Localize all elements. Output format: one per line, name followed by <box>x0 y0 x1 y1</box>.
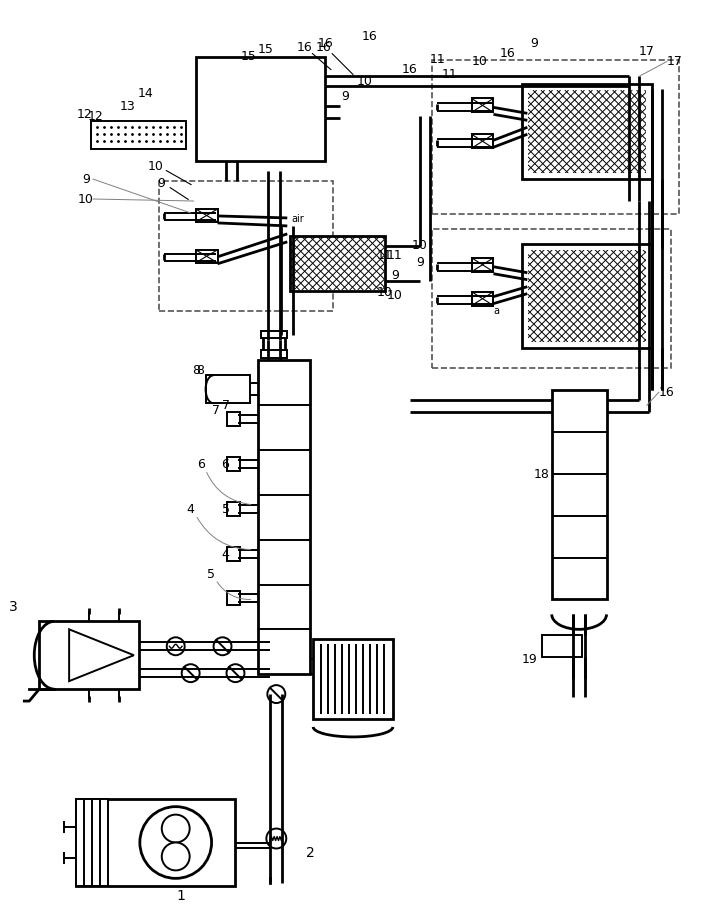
Bar <box>159 181 333 310</box>
Bar <box>227 546 240 561</box>
Circle shape <box>140 807 212 879</box>
Circle shape <box>167 637 184 655</box>
Text: 3: 3 <box>9 600 18 614</box>
Text: 9: 9 <box>391 269 399 282</box>
Circle shape <box>267 829 286 848</box>
Bar <box>206 375 250 403</box>
Bar <box>432 60 679 214</box>
Circle shape <box>182 665 199 682</box>
Text: 9: 9 <box>341 90 349 103</box>
Text: 2: 2 <box>306 846 315 860</box>
Circle shape <box>267 685 285 703</box>
Bar <box>227 412 240 426</box>
Circle shape <box>227 665 245 682</box>
Text: 8: 8 <box>192 364 199 377</box>
Text: 16: 16 <box>362 30 378 43</box>
Bar <box>542 635 582 657</box>
Bar <box>76 799 108 887</box>
Bar <box>91 121 186 150</box>
Bar <box>472 258 493 272</box>
Text: 9: 9 <box>82 173 90 185</box>
Bar <box>472 98 493 112</box>
Text: air: air <box>292 214 305 224</box>
Text: 19: 19 <box>521 653 537 666</box>
Bar <box>523 84 652 179</box>
Bar <box>196 250 217 263</box>
Text: 5: 5 <box>207 568 214 581</box>
Text: 16: 16 <box>500 47 516 60</box>
Bar <box>472 134 493 148</box>
Bar <box>262 351 287 358</box>
Bar <box>262 330 287 339</box>
Bar <box>227 502 240 516</box>
Text: 10: 10 <box>357 75 373 88</box>
Text: 5: 5 <box>222 503 230 516</box>
Bar <box>263 335 285 353</box>
Text: 9: 9 <box>157 176 164 190</box>
Bar <box>528 89 647 174</box>
Text: 16: 16 <box>317 37 333 50</box>
Bar <box>523 244 652 349</box>
Text: a: a <box>493 306 500 316</box>
Text: 16: 16 <box>315 41 331 54</box>
Text: 12: 12 <box>77 107 92 121</box>
Bar <box>258 361 310 674</box>
Text: 16: 16 <box>659 386 675 398</box>
Bar <box>472 292 493 306</box>
Text: 1: 1 <box>177 890 185 903</box>
Bar <box>552 390 607 599</box>
Text: 10: 10 <box>377 286 393 299</box>
Bar <box>76 799 235 887</box>
Text: 6: 6 <box>197 458 204 472</box>
Text: 11: 11 <box>442 68 458 81</box>
Text: 12: 12 <box>88 110 104 123</box>
Text: 11: 11 <box>430 53 445 66</box>
Text: 8: 8 <box>197 364 204 377</box>
Bar <box>432 229 671 368</box>
Text: 7: 7 <box>212 404 220 417</box>
Text: 16: 16 <box>296 41 312 54</box>
Text: 6: 6 <box>222 458 230 472</box>
Bar <box>528 249 647 343</box>
Text: 11: 11 <box>377 250 393 263</box>
Text: 10: 10 <box>78 193 94 206</box>
Text: 18: 18 <box>533 468 549 481</box>
Text: 7: 7 <box>222 398 230 411</box>
Bar <box>313 639 393 719</box>
Text: 10: 10 <box>472 55 488 68</box>
Text: 4: 4 <box>187 503 194 516</box>
Circle shape <box>214 637 232 655</box>
Text: 14: 14 <box>138 87 154 100</box>
Text: 17: 17 <box>667 55 683 68</box>
Text: 17: 17 <box>639 45 655 58</box>
Text: 4: 4 <box>222 548 230 561</box>
Text: 15: 15 <box>257 43 273 56</box>
Text: 13: 13 <box>120 100 136 113</box>
Bar <box>39 621 139 689</box>
Bar <box>196 209 217 222</box>
Text: 10: 10 <box>387 289 403 302</box>
Text: 9: 9 <box>531 37 538 50</box>
Text: 16: 16 <box>402 63 418 76</box>
Text: 15: 15 <box>240 50 257 63</box>
Text: 9: 9 <box>416 256 424 269</box>
Text: 11: 11 <box>387 250 403 263</box>
Text: 10: 10 <box>148 160 164 173</box>
Text: 10: 10 <box>412 240 428 252</box>
Bar <box>290 236 385 291</box>
Bar <box>227 591 240 606</box>
Circle shape <box>162 843 189 870</box>
Bar <box>227 457 240 471</box>
Bar <box>196 57 325 162</box>
Circle shape <box>162 814 189 843</box>
